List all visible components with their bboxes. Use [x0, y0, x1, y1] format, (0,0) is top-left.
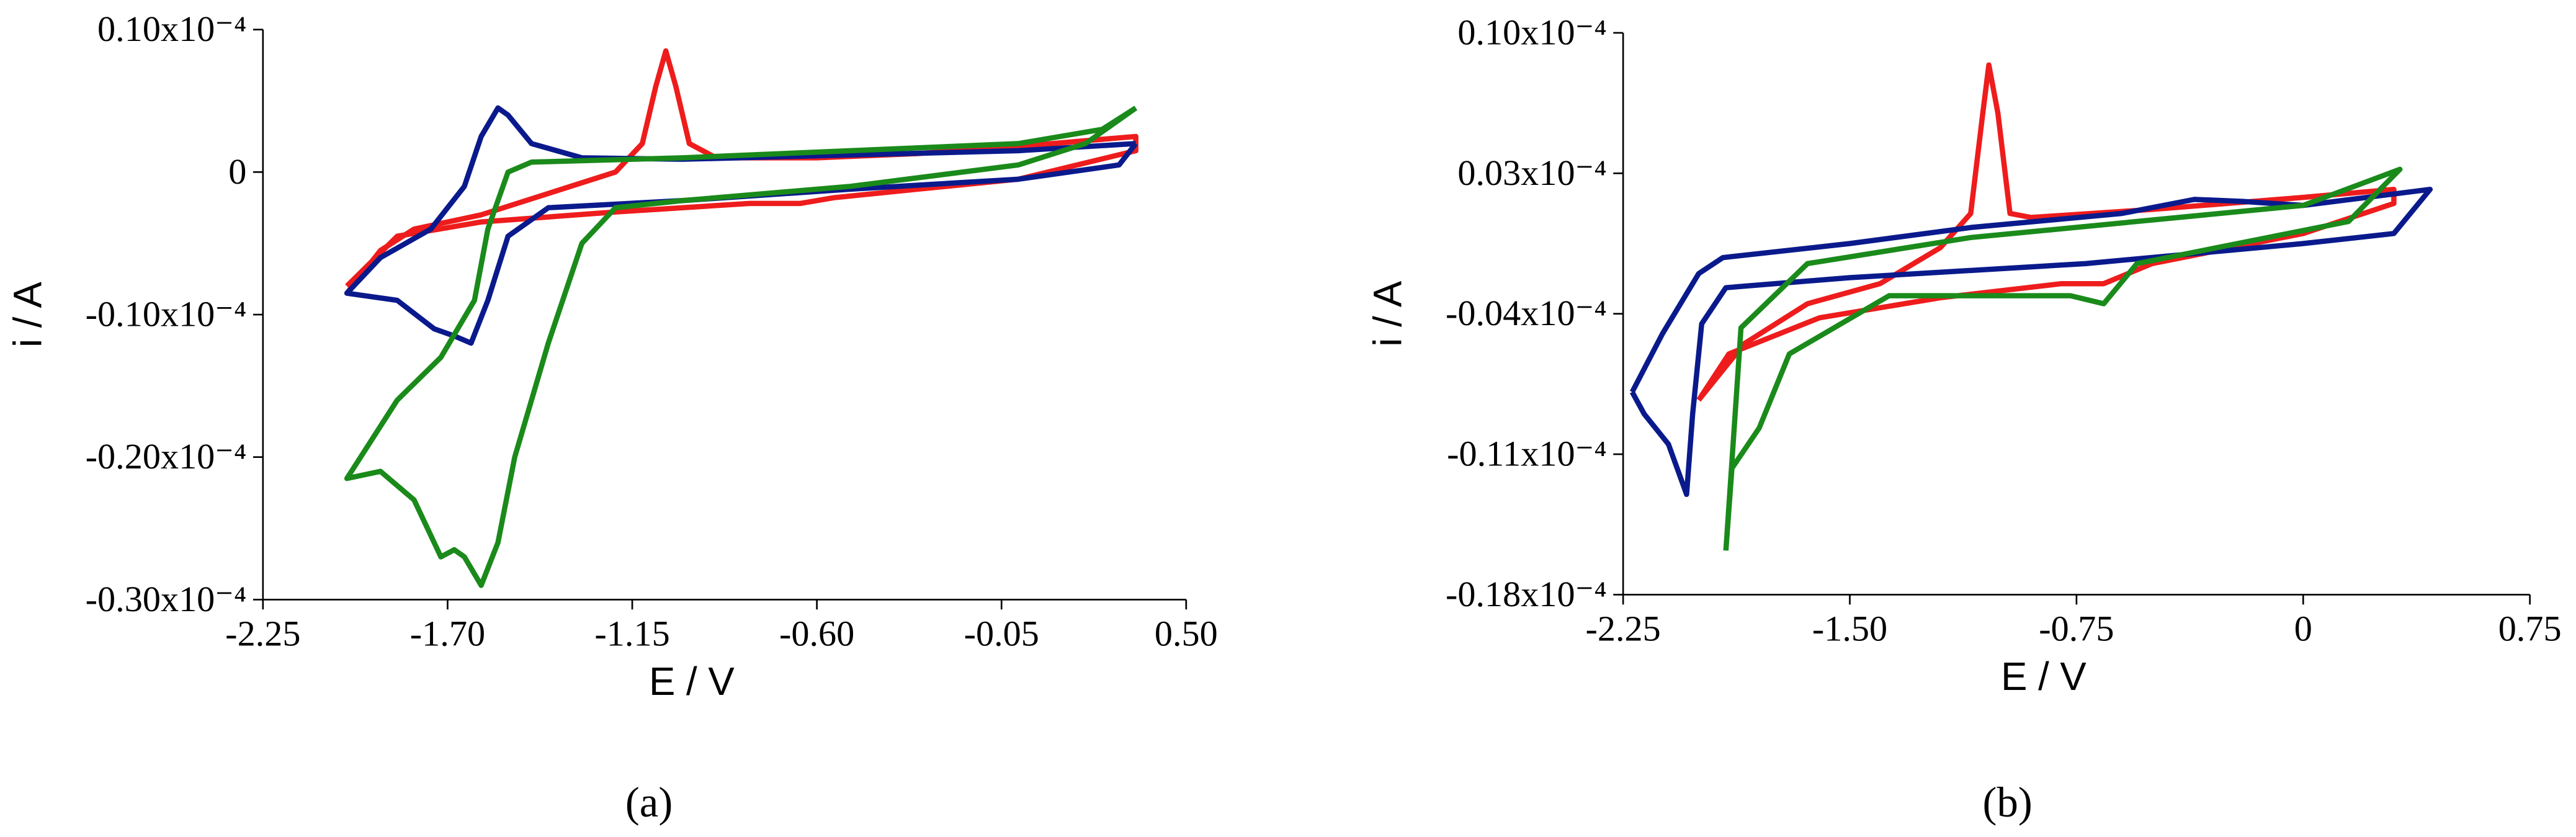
y-tick-label: 0 — [228, 151, 246, 192]
y-tick-label: 0.10x10⁻⁴ — [1457, 12, 1606, 52]
x-tick-label: 0.50 — [1155, 614, 1218, 654]
cv-curve — [1723, 166, 2403, 551]
x-tick-label: -2.25 — [1585, 609, 1660, 649]
caption: (b) — [1983, 779, 2033, 826]
x-tick-label: 0.75 — [2498, 609, 2562, 649]
caption: (a) — [625, 779, 673, 826]
y-tick-label: -0.20x10⁻⁴ — [86, 436, 247, 477]
cv-curve — [344, 105, 1138, 588]
y-tick-label: 0.10x10⁻⁴ — [97, 9, 246, 49]
y-tick-label: 0.03x10⁻⁴ — [1457, 153, 1606, 193]
x-tick-label: -0.75 — [2039, 609, 2114, 649]
y-tick-label: -0.30x10⁻⁴ — [86, 579, 247, 619]
x-tick-label: -2.25 — [225, 614, 300, 654]
cv-curve — [1629, 186, 2433, 498]
x-axis-label: E / V — [2001, 655, 2086, 699]
x-tick-label: -1.50 — [1812, 609, 1887, 649]
x-axis-label: E / V — [649, 660, 735, 704]
x-tick-label: -1.15 — [594, 614, 669, 654]
y-axis-label: i / A — [6, 281, 50, 347]
y-tick-label: -0.18x10⁻⁴ — [1446, 574, 1607, 614]
y-tick-label: -0.10x10⁻⁴ — [86, 294, 247, 334]
cv-curve — [344, 48, 1138, 295]
x-tick-label: 0 — [2294, 609, 2312, 649]
y-axis-label: i / A — [1366, 280, 1410, 347]
x-tick-label: -0.05 — [964, 614, 1039, 654]
x-tick-label: -1.70 — [410, 614, 485, 654]
x-tick-label: -0.60 — [779, 614, 854, 654]
y-tick-label: -0.04x10⁻⁴ — [1446, 293, 1607, 333]
y-tick-label: -0.11x10⁻⁴ — [1447, 434, 1607, 474]
